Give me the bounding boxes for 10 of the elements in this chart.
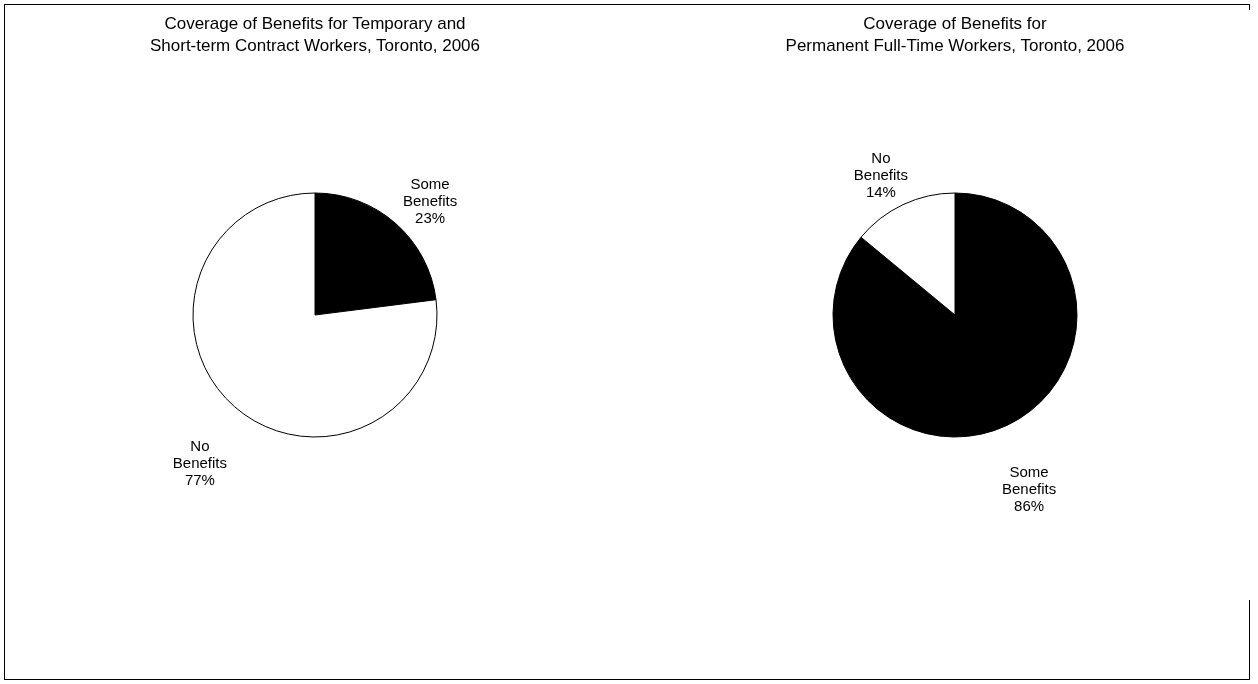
data-label: 77% [184, 470, 215, 488]
slice-label: Some Benefits [1001, 463, 1057, 498]
data-label: 23% [415, 209, 446, 227]
slice-label: Some Benefits [402, 175, 458, 210]
data-label: 86% [1014, 497, 1045, 515]
slice-label: No Benefits [172, 436, 228, 471]
chart-title: Coverage of Benefits for Permanent Full-Time Workers, Toronto, 2006 [785, 14, 1125, 55]
data-label: 14% [865, 182, 896, 200]
chart-title: Coverage of Benefits for Temporary and Short-term Contract Workers, Toronto, 2006 [149, 14, 481, 55]
slice-label: No Benefits [853, 148, 909, 183]
